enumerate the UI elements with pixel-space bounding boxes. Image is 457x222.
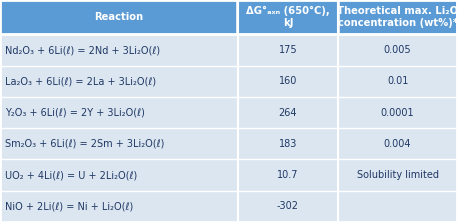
Text: ΔG°ₐₓₙ (650°C),
kJ: ΔG°ₐₓₙ (650°C), kJ <box>246 6 330 28</box>
Bar <box>239 66 337 96</box>
Bar <box>1 1 236 34</box>
Bar <box>340 98 456 127</box>
Text: 160: 160 <box>279 76 297 86</box>
Text: NiO + 2Li(ℓ) = Ni + Li₂O(ℓ): NiO + 2Li(ℓ) = Ni + Li₂O(ℓ) <box>5 201 134 211</box>
Text: 0.0001: 0.0001 <box>381 108 414 118</box>
Text: Sm₂O₃ + 6Li(ℓ) = 2Sm + 3Li₂O(ℓ): Sm₂O₃ + 6Li(ℓ) = 2Sm + 3Li₂O(ℓ) <box>5 139 165 149</box>
Text: 0.01: 0.01 <box>387 76 408 86</box>
Bar <box>1 66 236 96</box>
Bar <box>239 160 337 190</box>
Bar <box>340 160 456 190</box>
Text: 0.005: 0.005 <box>384 45 411 55</box>
Bar <box>239 35 337 65</box>
Text: -302: -302 <box>277 201 299 211</box>
Bar <box>340 35 456 65</box>
Text: 0.004: 0.004 <box>384 139 411 149</box>
Text: Reaction: Reaction <box>94 12 143 22</box>
Text: UO₂ + 4Li(ℓ) = U + 2Li₂O(ℓ): UO₂ + 4Li(ℓ) = U + 2Li₂O(ℓ) <box>5 170 138 180</box>
Text: 175: 175 <box>279 45 297 55</box>
Bar <box>340 1 456 34</box>
Bar <box>340 191 456 221</box>
Bar <box>239 98 337 127</box>
Text: La₂O₃ + 6Li(ℓ) = 2La + 3Li₂O(ℓ): La₂O₃ + 6Li(ℓ) = 2La + 3Li₂O(ℓ) <box>5 76 157 86</box>
Text: Theoretical max. Li₂O
concentration (wt%)*: Theoretical max. Li₂O concentration (wt%… <box>337 6 457 28</box>
Text: Y₂O₃ + 6Li(ℓ) = 2Y + 3Li₂O(ℓ): Y₂O₃ + 6Li(ℓ) = 2Y + 3Li₂O(ℓ) <box>5 108 145 118</box>
Bar <box>340 129 456 159</box>
Bar <box>239 191 337 221</box>
Bar <box>1 160 236 190</box>
Bar <box>239 129 337 159</box>
Bar <box>340 66 456 96</box>
Text: 264: 264 <box>279 108 297 118</box>
Text: Nd₂O₃ + 6Li(ℓ) = 2Nd + 3Li₂O(ℓ): Nd₂O₃ + 6Li(ℓ) = 2Nd + 3Li₂O(ℓ) <box>5 45 160 55</box>
Bar <box>239 1 337 34</box>
Text: 10.7: 10.7 <box>277 170 299 180</box>
Text: Solubility limited: Solubility limited <box>356 170 439 180</box>
Text: 183: 183 <box>279 139 297 149</box>
Bar <box>1 35 236 65</box>
Bar <box>1 98 236 127</box>
Bar <box>1 191 236 221</box>
Bar <box>1 129 236 159</box>
